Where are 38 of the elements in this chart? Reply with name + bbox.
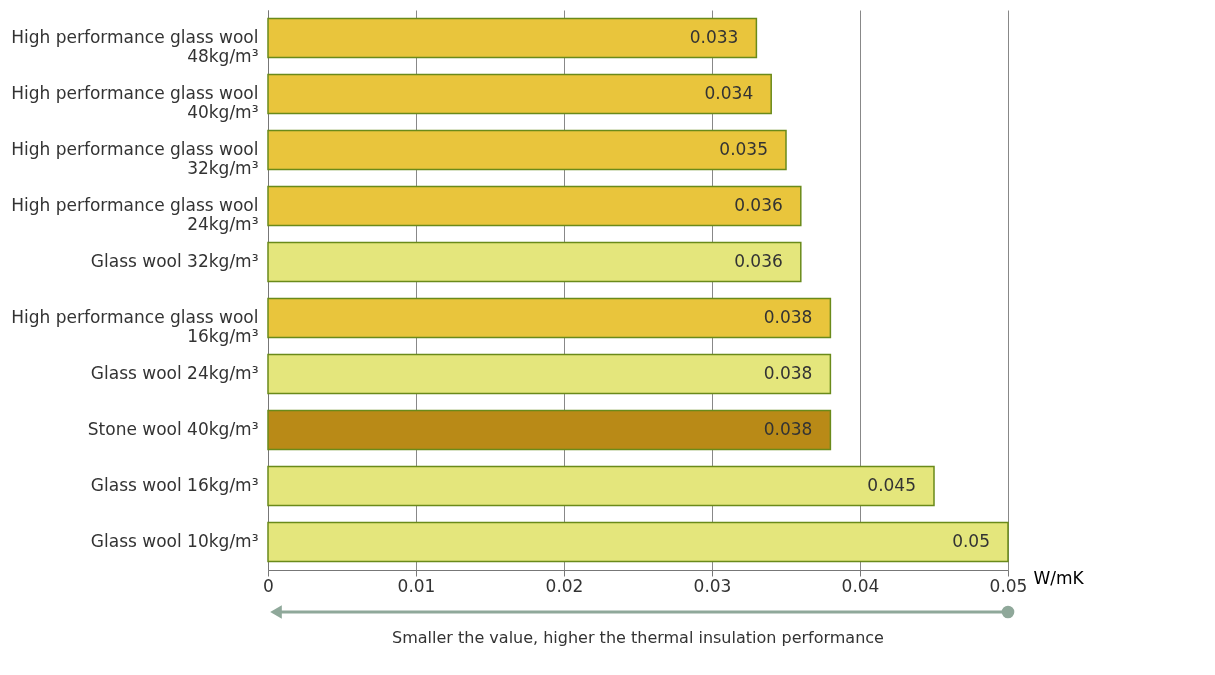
bar (267, 241, 802, 283)
x-tick-label: 0.05 (989, 575, 1028, 596)
y-tick-label: Glass wool 24kg/m³ (90, 363, 259, 383)
data-label: 0.034 (704, 83, 754, 103)
text: Smaller the value, higher the thermal insulation performance (392, 628, 884, 647)
bar (267, 129, 787, 171)
x-tick-label: 0.02 (545, 575, 584, 596)
bar (267, 465, 935, 507)
data-label: 0.033 (689, 27, 739, 47)
data-label: 0.038 (763, 419, 813, 439)
y-tick-label: Glass wool 16kg/m³ (90, 475, 259, 495)
data-label: 0.045 (867, 475, 916, 495)
bar (267, 17, 758, 59)
x-axis-title: W/mK (1033, 567, 1085, 588)
bar (267, 297, 832, 339)
y-tick-label: High performance glass wool 16kg/m³ (11, 307, 259, 346)
bar (267, 185, 802, 227)
bar (267, 73, 772, 115)
data-label: 0.05 (952, 531, 990, 551)
x-tick-label: 0.01 (397, 575, 436, 596)
y-tick-label: Glass wool 32kg/m³ (90, 251, 259, 271)
data-label: 0.035 (719, 139, 768, 159)
y-tick-label: High performance glass wool 40kg/m³ (11, 83, 259, 122)
bar (267, 521, 1009, 563)
x-tick-label: 0.04 (841, 575, 880, 596)
y-tick-label: Stone wool 40kg/m³ (87, 419, 259, 439)
y-tick-label: High performance glass wool 48kg/m³ (11, 27, 259, 66)
x-tick-label: 0 (263, 575, 274, 596)
y-tick-label: High performance glass wool 24kg/m³ (11, 195, 259, 234)
data-label: 0.036 (734, 251, 783, 271)
y-tick-label: Glass wool 10kg/m³ (90, 531, 259, 551)
data-label: 0.038 (763, 307, 813, 327)
bar (267, 353, 832, 395)
x-tick-label: 0.03 (693, 575, 732, 596)
bar (267, 409, 832, 451)
data-label: 0.036 (734, 195, 783, 215)
data-label: 0.038 (763, 363, 813, 383)
y-tick-label: High performance glass wool 32kg/m³ (11, 139, 259, 178)
